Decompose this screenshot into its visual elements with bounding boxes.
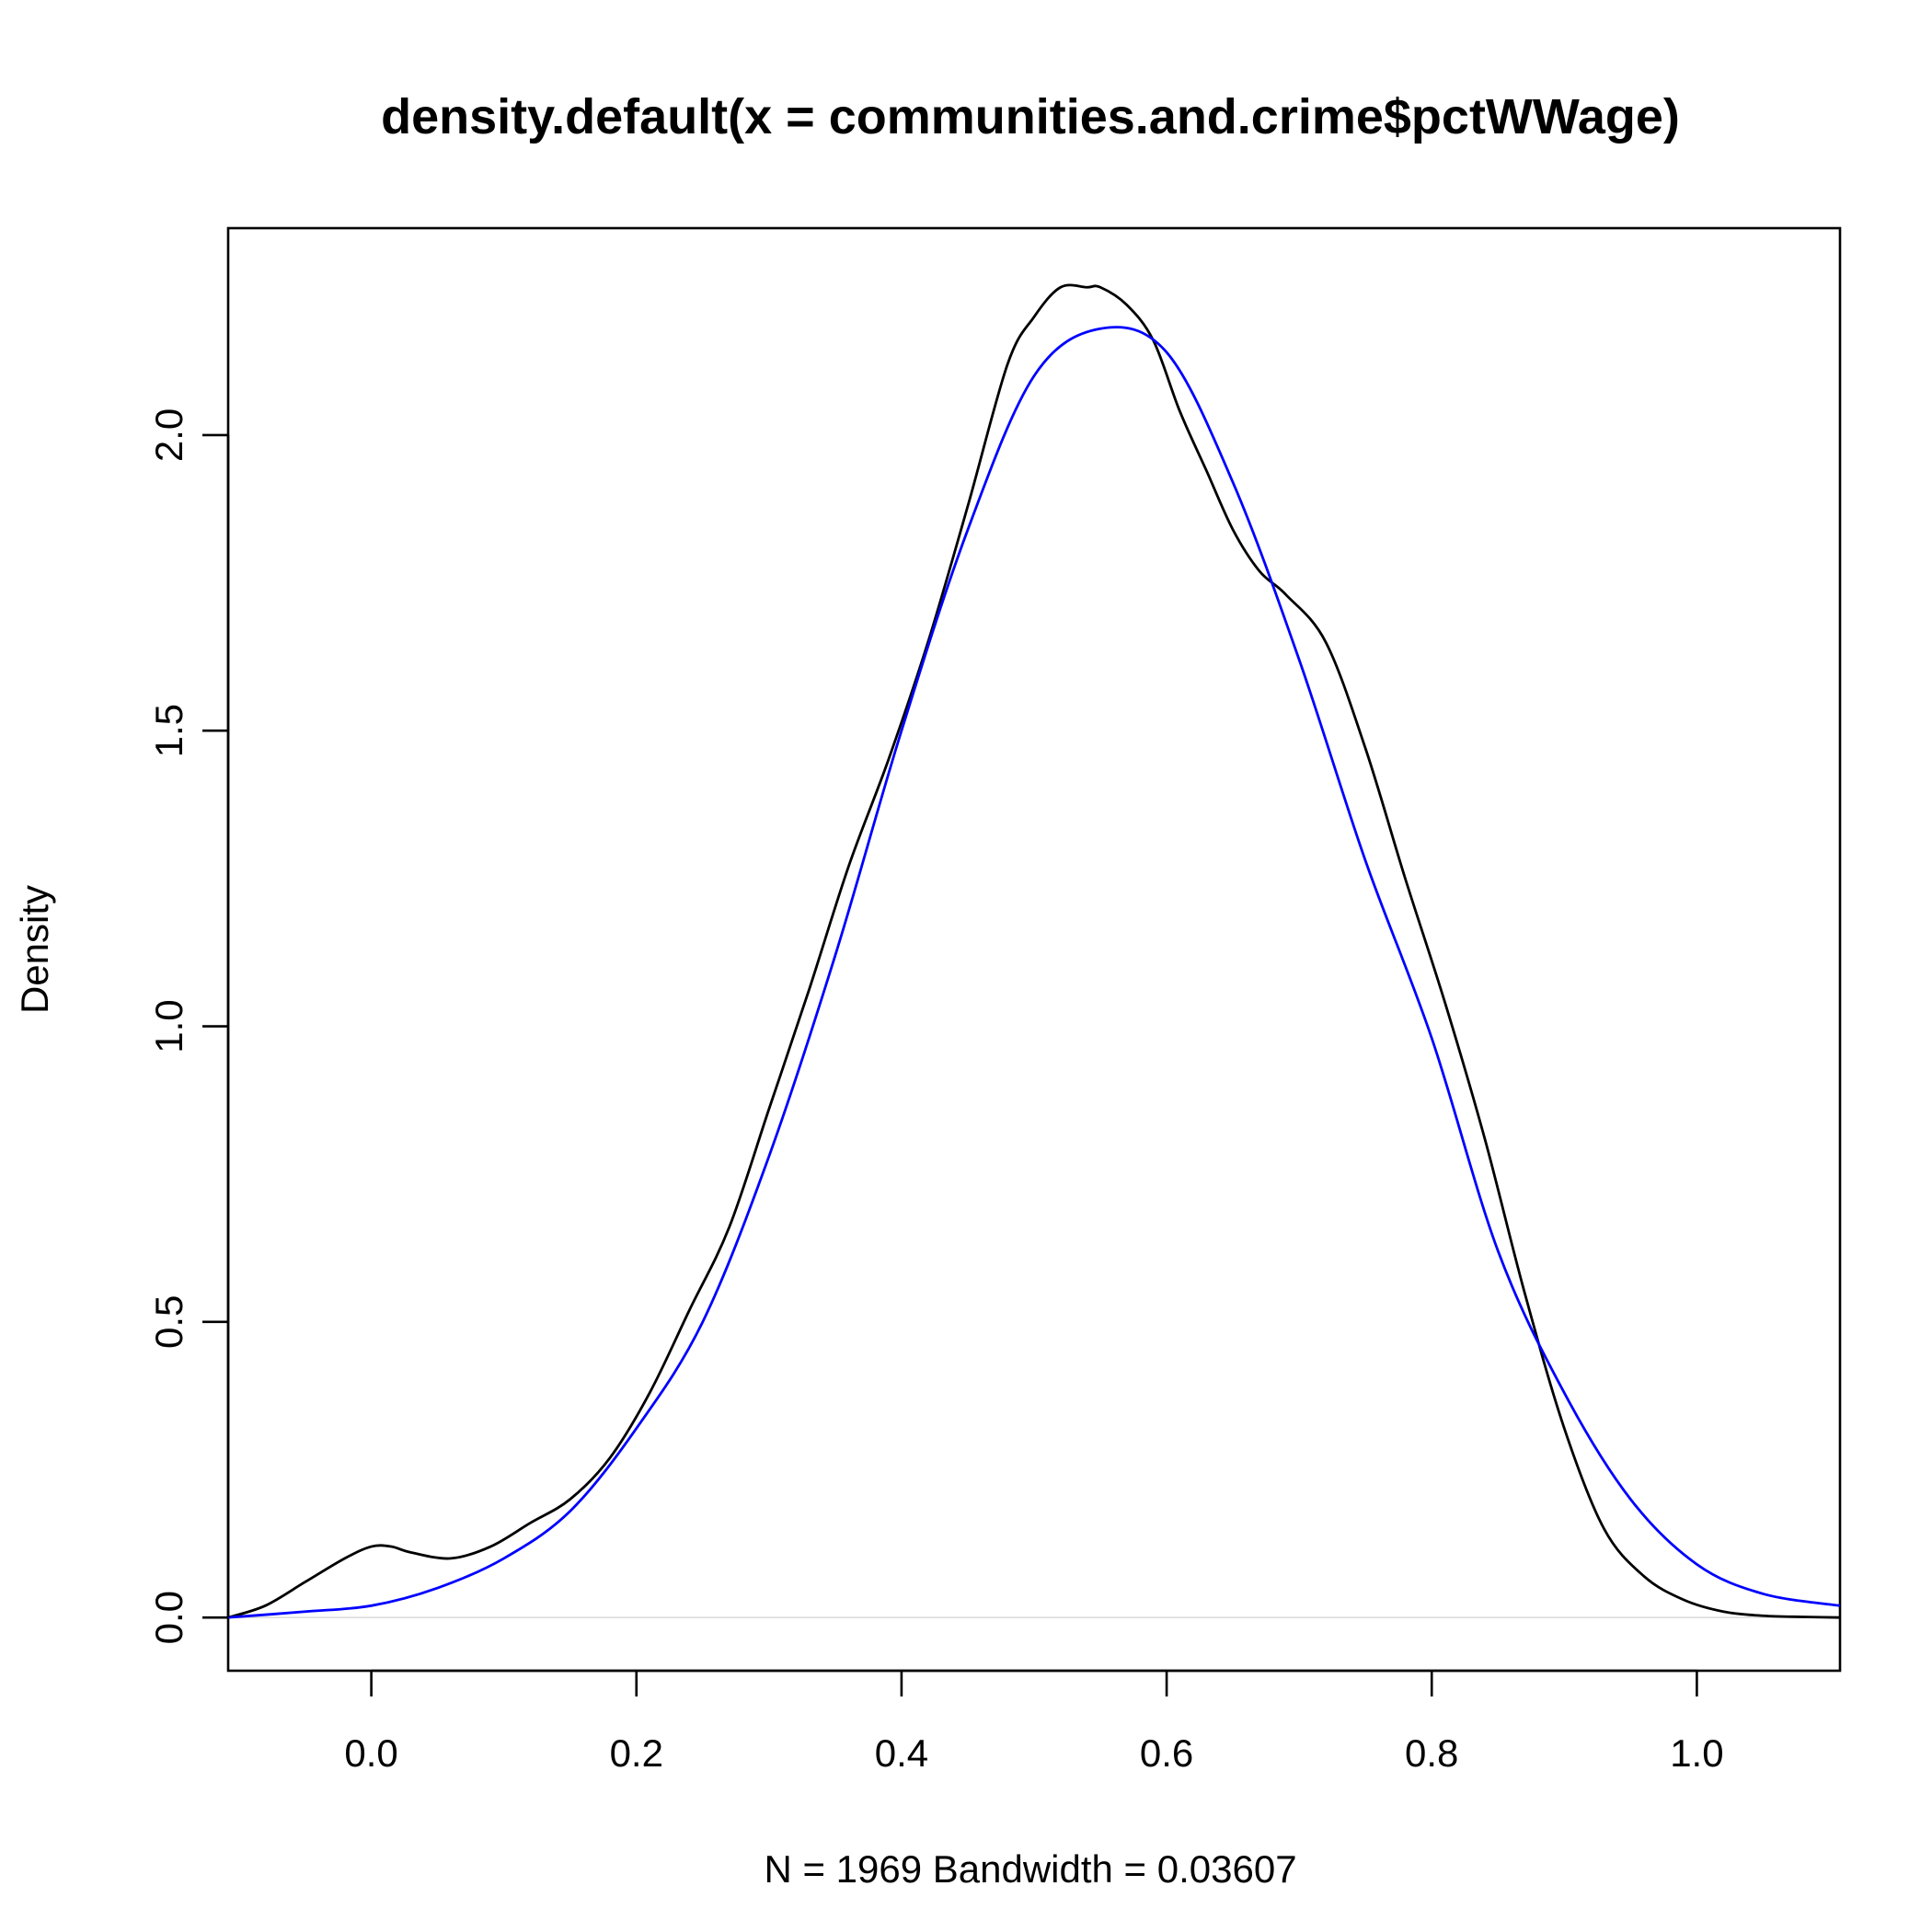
x-tick-label: 0.8 (1405, 1731, 1458, 1775)
y-axis-ticks: 0.0 0.5 1.0 1.5 2.0 (147, 408, 228, 1644)
series-layer (227, 283, 1841, 1619)
chart-title: density.default(x = communities.and.crim… (381, 89, 1680, 144)
x-tick-label: 0.2 (610, 1731, 663, 1775)
x-tick-label: 0.6 (1140, 1731, 1193, 1775)
x-axis-label: N = 1969 Bandwidth = 0.03607 (764, 1847, 1296, 1891)
x-axis-ticks: 0.0 0.2 0.4 0.6 0.8 1.0 (344, 1671, 1724, 1775)
y-tick-label: 1.0 (147, 999, 190, 1052)
y-tick-label: 2.0 (147, 408, 190, 462)
y-tick-label: 0.5 (147, 1295, 190, 1349)
x-tick-label: 0.4 (875, 1731, 928, 1775)
y-axis-label: Density (13, 885, 56, 1014)
x-tick-label: 1.0 (1670, 1731, 1723, 1775)
x-tick-label: 0.0 (344, 1731, 397, 1775)
density-curve-2 (227, 326, 1841, 1619)
y-tick-label: 0.0 (147, 1591, 190, 1644)
y-tick-label: 1.5 (147, 704, 190, 757)
density-curve-1 (227, 283, 1841, 1619)
